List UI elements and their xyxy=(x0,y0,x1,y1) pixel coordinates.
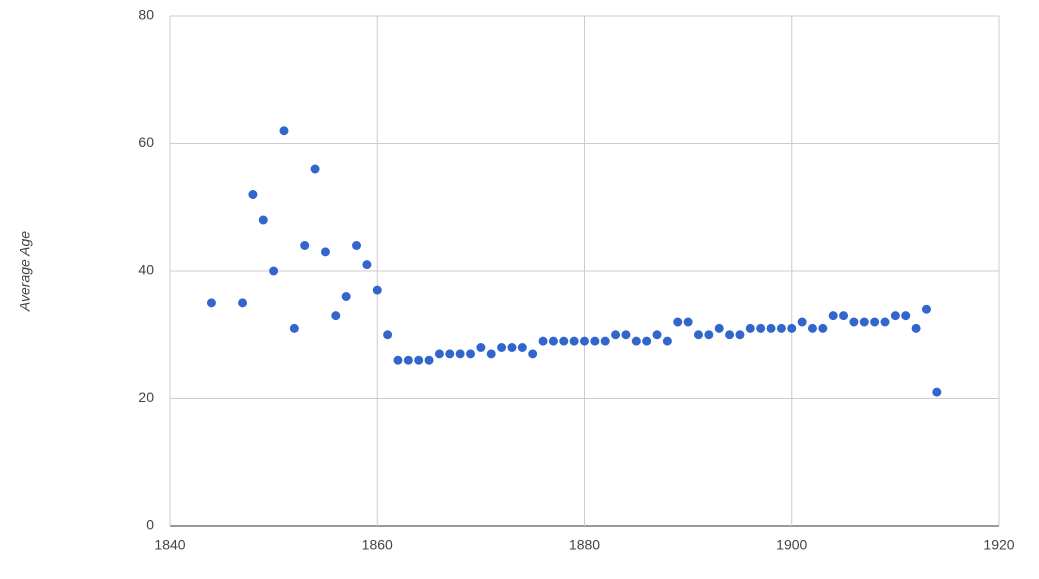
point xyxy=(300,241,310,250)
point xyxy=(414,355,424,365)
point xyxy=(725,330,735,340)
point xyxy=(756,323,766,333)
point xyxy=(580,336,589,346)
point xyxy=(735,330,745,340)
point xyxy=(331,311,341,321)
y-axis-label: Average Age xyxy=(17,231,33,312)
y-tick-label: 0 xyxy=(146,517,154,533)
point xyxy=(497,343,507,352)
point xyxy=(787,323,797,333)
point xyxy=(921,304,931,314)
point xyxy=(403,355,413,365)
point xyxy=(880,317,890,327)
point xyxy=(393,355,403,365)
point xyxy=(559,336,569,346)
point xyxy=(600,336,610,346)
point xyxy=(289,323,299,333)
point xyxy=(548,336,558,346)
point xyxy=(745,323,755,333)
point xyxy=(248,190,258,199)
point xyxy=(569,336,579,346)
point xyxy=(683,317,693,327)
point xyxy=(258,215,268,225)
point xyxy=(279,126,289,136)
point xyxy=(693,330,703,340)
point xyxy=(517,343,527,352)
point xyxy=(714,323,724,333)
point xyxy=(932,387,942,397)
point xyxy=(621,330,631,340)
point xyxy=(206,298,216,308)
point xyxy=(662,336,672,346)
x-tick-label: 1860 xyxy=(362,537,393,553)
point xyxy=(911,323,921,333)
point xyxy=(839,311,849,321)
point xyxy=(310,164,320,174)
point xyxy=(528,349,538,359)
point xyxy=(538,336,548,346)
point xyxy=(828,311,838,321)
point xyxy=(507,343,517,352)
point xyxy=(901,311,911,321)
point xyxy=(445,349,455,359)
point xyxy=(870,317,880,327)
point xyxy=(807,323,817,333)
y-tick-label: 80 xyxy=(138,7,154,23)
point xyxy=(320,247,330,257)
point xyxy=(269,266,279,276)
point xyxy=(797,317,807,327)
point xyxy=(372,285,382,295)
point xyxy=(631,336,641,346)
x-tick-label: 1840 xyxy=(154,537,185,553)
point xyxy=(383,330,393,340)
point xyxy=(362,260,372,270)
x-tick-label: 1900 xyxy=(776,537,807,553)
point xyxy=(424,355,434,365)
point xyxy=(434,349,444,359)
y-tick-label: 40 xyxy=(138,262,154,278)
point xyxy=(642,336,652,346)
y-tick-label: 60 xyxy=(138,134,154,150)
point xyxy=(652,330,662,340)
point xyxy=(590,336,600,346)
point xyxy=(776,323,786,333)
point xyxy=(455,349,465,359)
point xyxy=(818,323,828,333)
point xyxy=(890,311,900,321)
point xyxy=(766,323,776,333)
point xyxy=(238,298,248,308)
point xyxy=(704,330,714,340)
x-tick-label: 1920 xyxy=(983,537,1014,553)
point xyxy=(476,343,486,352)
point xyxy=(673,317,683,327)
point xyxy=(486,349,496,359)
point xyxy=(859,317,869,327)
point xyxy=(341,292,351,301)
y-tick-label: 20 xyxy=(138,389,154,405)
point xyxy=(611,330,621,340)
point xyxy=(352,241,362,250)
point xyxy=(466,349,476,359)
x-tick-label: 1880 xyxy=(569,537,600,553)
point xyxy=(849,317,859,327)
